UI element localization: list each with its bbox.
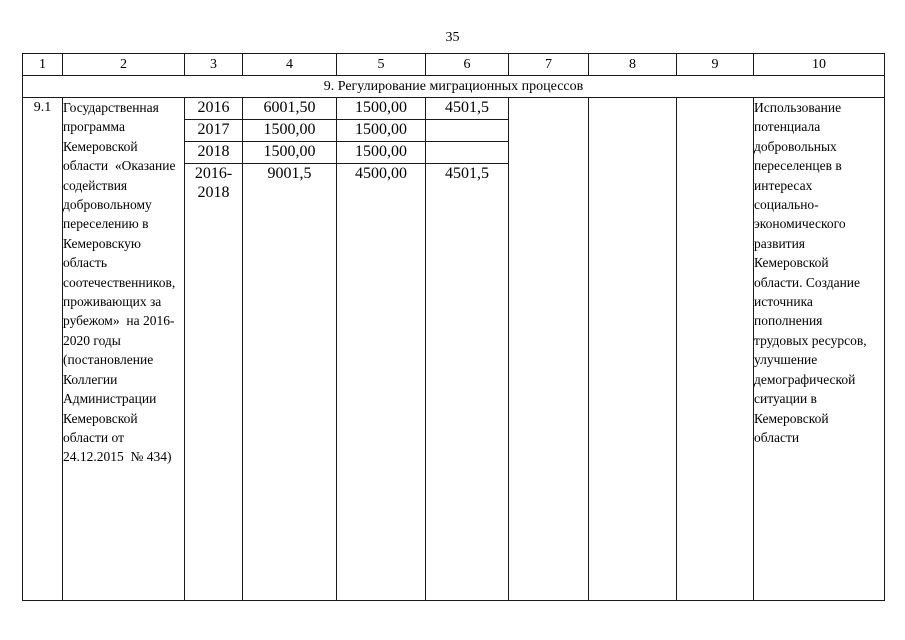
- amount-col5-2016: 1500,00: [336, 97, 426, 120]
- column-header-2: 2: [62, 53, 185, 76]
- amount-col4-2017: 1500,00: [242, 119, 337, 142]
- period-cell-total: 2016-2018: [184, 163, 243, 601]
- amount-col4-2016: 6001,50: [242, 97, 337, 120]
- amount-col5-total: 4500,00: [336, 163, 426, 601]
- empty-col7-cell: [508, 97, 589, 601]
- program-table: 1 2 3 4 5 6 7 8 9 10 9. Регулирование ми…: [22, 53, 885, 601]
- table-row-total-2016-2018: 2016-2018 9001,5 4500,00 4501,5: [23, 163, 885, 601]
- column-header-4: 4: [242, 53, 337, 76]
- column-header-5: 5: [336, 53, 426, 76]
- amount-col4-2018: 1500,00: [242, 141, 337, 164]
- amount-col5-2018: 1500,00: [336, 141, 426, 164]
- column-header-8: 8: [588, 53, 677, 76]
- amount-col6-2016: 4501,5: [425, 97, 509, 120]
- period-cell-2017: 2017: [184, 119, 243, 142]
- program-name-cell: Государственная программа Кемеровской об…: [62, 97, 185, 601]
- amount-col6-total: 4501,5: [425, 163, 509, 601]
- section-title: 9. Регулирование миграционных процессов: [22, 75, 885, 98]
- amount-col6-2017: [425, 119, 509, 142]
- period-cell-2018: 2018: [184, 141, 243, 164]
- table-row-2016: 9.1 Государственная программа Кемеровско…: [22, 97, 885, 601]
- period-cell-2016: 2016: [184, 97, 243, 120]
- expected-result-cell: Использование потенциала добровольных пе…: [753, 97, 885, 601]
- column-header-9: 9: [676, 53, 754, 76]
- empty-col8-cell: [588, 97, 677, 601]
- column-header-1: 1: [22, 53, 63, 76]
- column-number-row: 1 2 3 4 5 6 7 8 9 10: [22, 53, 885, 76]
- page-number: 35: [445, 30, 460, 45]
- column-header-10: 10: [753, 53, 885, 76]
- column-header-6: 6: [425, 53, 509, 76]
- column-header-7: 7: [508, 53, 589, 76]
- section-header-row: 9. Регулирование миграционных процессов: [22, 75, 885, 98]
- amount-col6-2018: [425, 141, 509, 164]
- table-row-2018: 2018 1500,00 1500,00: [23, 141, 885, 164]
- amount-col4-total: 9001,5: [242, 163, 337, 601]
- empty-col9-cell: [676, 97, 754, 601]
- column-header-3: 3: [184, 53, 243, 76]
- row-index-cell: 9.1: [22, 97, 63, 601]
- amount-col5-2017: 1500,00: [336, 119, 426, 142]
